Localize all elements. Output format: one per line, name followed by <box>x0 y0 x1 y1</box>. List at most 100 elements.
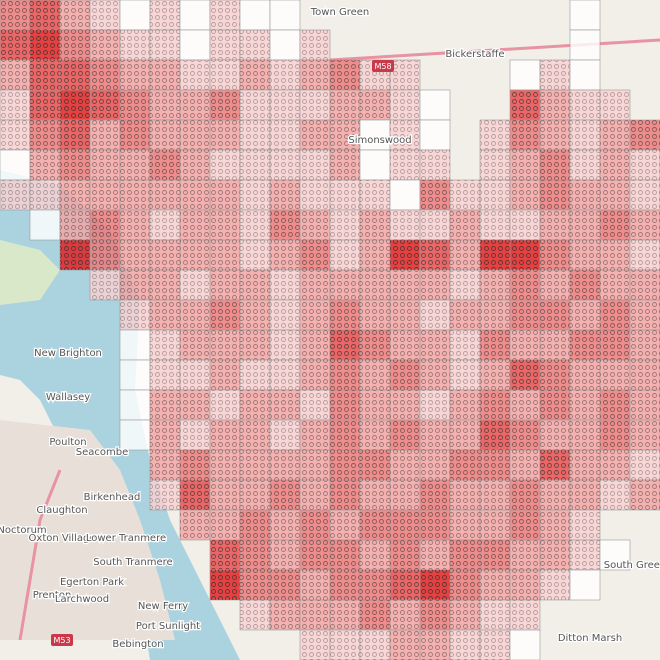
heat-cell <box>569 29 601 61</box>
marker-texture <box>360 510 390 540</box>
marker-texture <box>300 360 330 390</box>
marker-texture <box>420 630 450 660</box>
heat-cell <box>569 0 601 31</box>
marker-texture <box>360 630 390 660</box>
marker-texture <box>240 90 270 120</box>
marker-texture <box>630 210 660 240</box>
heat-cell <box>29 209 61 241</box>
marker-texture <box>330 360 360 390</box>
marker-texture <box>450 450 480 480</box>
marker-texture <box>600 480 630 510</box>
marker-texture <box>30 90 60 120</box>
marker-texture <box>390 510 420 540</box>
marker-texture <box>270 330 300 360</box>
place-label: Bickerstaffe <box>445 49 504 60</box>
marker-texture <box>600 300 630 330</box>
marker-texture <box>630 300 660 330</box>
marker-texture <box>600 180 630 210</box>
marker-texture <box>240 150 270 180</box>
marker-texture <box>390 630 420 660</box>
marker-texture <box>210 90 240 120</box>
marker-texture <box>600 270 630 300</box>
marker-texture <box>210 330 240 360</box>
marker-texture <box>600 150 630 180</box>
marker-texture <box>450 540 480 570</box>
marker-texture <box>480 270 510 300</box>
marker-texture <box>570 450 600 480</box>
marker-texture <box>30 150 60 180</box>
marker-texture <box>180 210 210 240</box>
marker-texture <box>540 540 570 570</box>
marker-texture <box>60 150 90 180</box>
marker-texture <box>180 450 210 480</box>
marker-texture <box>30 60 60 90</box>
marker-texture <box>630 330 660 360</box>
marker-texture <box>240 30 270 60</box>
marker-texture <box>510 240 540 270</box>
marker-texture <box>300 330 330 360</box>
marker-texture <box>480 330 510 360</box>
heat-cell <box>179 29 211 61</box>
marker-texture <box>330 240 360 270</box>
marker-texture <box>240 480 270 510</box>
marker-texture <box>210 390 240 420</box>
marker-texture <box>300 630 330 660</box>
marker-texture <box>300 120 330 150</box>
place-label: Port Sunlight <box>136 621 200 632</box>
marker-texture <box>510 600 540 630</box>
place-label: Egerton Park <box>60 577 124 588</box>
marker-texture <box>300 420 330 450</box>
marker-texture <box>60 60 90 90</box>
marker-texture <box>300 390 330 420</box>
marker-texture <box>270 90 300 120</box>
marker-texture <box>630 120 660 150</box>
marker-texture <box>60 0 90 30</box>
marker-texture <box>390 270 420 300</box>
marker-texture <box>450 600 480 630</box>
marker-texture <box>240 330 270 360</box>
marker-texture <box>510 90 540 120</box>
marker-texture <box>570 240 600 270</box>
marker-texture <box>360 240 390 270</box>
marker-texture <box>270 150 300 180</box>
marker-texture <box>480 420 510 450</box>
place-label: Prenton <box>33 590 72 601</box>
heat-cell <box>419 89 451 121</box>
marker-texture <box>210 510 240 540</box>
marker-texture <box>270 600 300 630</box>
marker-texture <box>30 120 60 150</box>
marker-texture <box>120 240 150 270</box>
marker-texture <box>180 360 210 390</box>
marker-texture <box>480 360 510 390</box>
marker-texture <box>480 630 510 660</box>
marker-texture <box>240 420 270 450</box>
marker-texture <box>540 420 570 450</box>
marker-texture <box>240 240 270 270</box>
marker-texture <box>0 120 30 150</box>
marker-texture <box>270 420 300 450</box>
marker-texture <box>90 30 120 60</box>
marker-texture <box>390 600 420 630</box>
marker-texture <box>510 300 540 330</box>
marker-texture <box>360 420 390 450</box>
marker-texture <box>150 420 180 450</box>
marker-texture <box>330 270 360 300</box>
marker-texture <box>180 510 210 540</box>
marker-texture <box>510 450 540 480</box>
marker-texture <box>180 180 210 210</box>
marker-texture <box>570 210 600 240</box>
marker-texture <box>390 330 420 360</box>
marker-texture <box>90 90 120 120</box>
marker-texture <box>210 60 240 90</box>
marker-texture <box>540 390 570 420</box>
place-labels: Town Green Bickerstaffe M58 Simonswood New B… <box>0 6 660 652</box>
marker-texture <box>360 390 390 420</box>
marker-texture <box>300 30 330 60</box>
marker-texture <box>570 300 600 330</box>
marker-texture <box>150 30 180 60</box>
marker-texture <box>90 210 120 240</box>
place-label: Oxton Village <box>29 533 96 544</box>
marker-texture <box>210 210 240 240</box>
marker-texture <box>150 330 180 360</box>
marker-texture <box>0 30 30 60</box>
